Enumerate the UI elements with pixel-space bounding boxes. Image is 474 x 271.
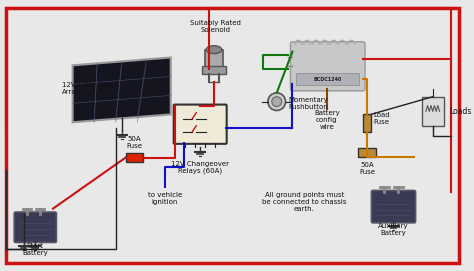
Bar <box>202 66 226 74</box>
FancyBboxPatch shape <box>291 42 365 91</box>
Text: to vehicle
ignition: to vehicle ignition <box>148 192 182 205</box>
Bar <box>422 97 444 126</box>
Bar <box>205 50 223 69</box>
Bar <box>126 153 143 162</box>
Text: 12V Changeover
Relays (60A): 12V Changeover Relays (60A) <box>171 160 229 174</box>
Ellipse shape <box>206 46 222 54</box>
Text: Battery
config
wire: Battery config wire <box>314 111 340 130</box>
Text: 12V Solar Panel
Array: 12V Solar Panel Array <box>62 82 117 95</box>
Text: BCDC1240: BCDC1240 <box>314 77 342 82</box>
Text: Auxiliary
Battery: Auxiliary Battery <box>378 223 409 236</box>
Text: Suitably Rated
Solenoid: Suitably Rated Solenoid <box>191 20 241 33</box>
Bar <box>358 148 376 157</box>
Text: Momentary
Pushbutton: Momentary Pushbutton <box>289 97 328 110</box>
Text: All ground points must
be connected to chassis
earth.: All ground points must be connected to c… <box>262 192 346 212</box>
FancyBboxPatch shape <box>372 191 416 223</box>
Text: 50A
Fuse: 50A Fuse <box>127 136 142 149</box>
Circle shape <box>268 93 285 111</box>
Bar <box>296 73 359 85</box>
Bar <box>363 114 372 132</box>
FancyBboxPatch shape <box>173 105 227 144</box>
Circle shape <box>272 97 282 107</box>
FancyBboxPatch shape <box>14 212 56 243</box>
Text: 50A
Fuse: 50A Fuse <box>359 162 375 175</box>
Polygon shape <box>73 57 171 122</box>
Text: Loads: Loads <box>449 107 472 116</box>
Text: Load
Fuse: Load Fuse <box>374 112 391 125</box>
Text: Start
Battery: Start Battery <box>22 243 48 256</box>
